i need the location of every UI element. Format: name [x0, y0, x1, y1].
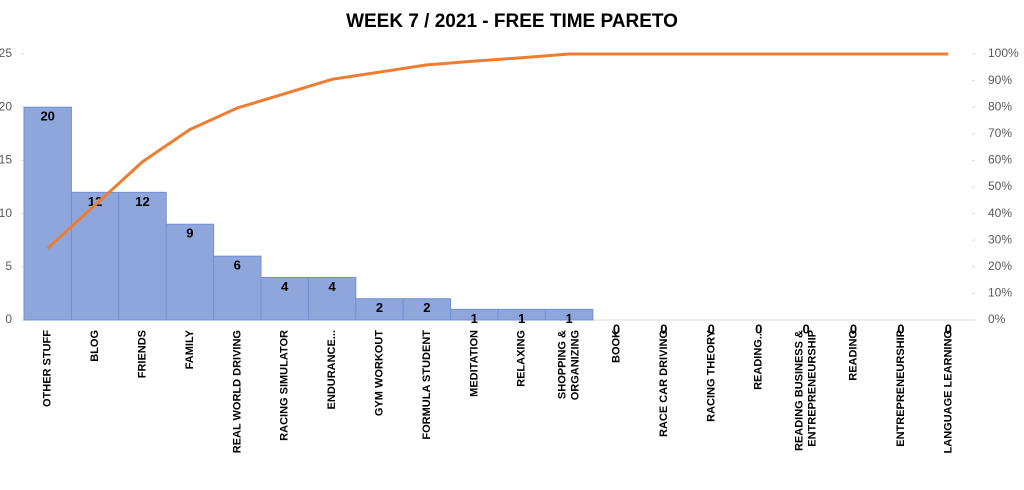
chart-title: WEEK 7 / 2021 - FREE TIME PARETO — [346, 11, 678, 32]
y-tick-label: 5 — [5, 259, 12, 273]
y2-tick-label: 20% — [988, 259, 1012, 273]
y2-tick-label: 30% — [988, 232, 1012, 246]
x-tick-label: GYM WORKOUT — [373, 330, 385, 416]
value-label: 0 — [897, 321, 904, 336]
x-tick-label: ENDURANCE... — [326, 330, 338, 409]
value-label: 9 — [186, 226, 193, 241]
y-tick-label: 0 — [5, 312, 12, 326]
x-tick-label: MEDITATION — [468, 330, 480, 397]
x-tick-label: LANGUAGE LEARNING — [942, 330, 954, 453]
bar — [118, 191, 167, 321]
y2-tick-label: 60% — [988, 153, 1012, 167]
x-tick-label: READING... — [753, 330, 765, 390]
x-tick-label: FAMILY — [184, 329, 196, 369]
value-label: 20 — [40, 109, 54, 124]
x-tick-label: ENTREPRENEURSHIP — [895, 330, 907, 447]
x-tick-label: READING — [847, 330, 859, 381]
value-label: 0 — [755, 321, 762, 336]
value-label: 1 — [518, 311, 525, 326]
value-label: 2 — [376, 300, 383, 315]
y-tick-label: 20 — [0, 99, 12, 113]
x-tick-label: RELAXING — [516, 330, 528, 387]
value-label: 0 — [802, 321, 809, 336]
x-tick-label: FRIENDS — [136, 330, 148, 378]
value-label: 4 — [328, 279, 336, 294]
value-label: 6 — [234, 258, 241, 273]
bar — [213, 255, 262, 321]
value-label: 12 — [135, 194, 149, 209]
y2-tick-label: 10% — [988, 286, 1012, 300]
y2-tick-label: 50% — [988, 179, 1012, 193]
x-tick-label: FORMULA STUDENT — [421, 330, 433, 440]
value-label: 0 — [945, 321, 952, 336]
x-tick-label: OTHER STUFF — [42, 330, 54, 407]
y-tick-label: 10 — [0, 206, 12, 220]
y2-tick-label: 80% — [988, 99, 1012, 113]
y2-tick-label: 70% — [988, 126, 1012, 140]
x-tick-label: RACE CAR DRIVING — [658, 330, 670, 437]
y-tick-label: 15 — [0, 153, 12, 167]
x-tick-label: SHOPPING &ORGANIZING — [557, 330, 582, 400]
value-label: 12 — [88, 194, 102, 209]
value-label: 1 — [565, 311, 572, 326]
y2-tick-label: 90% — [988, 73, 1012, 87]
bar — [70, 191, 120, 321]
x-tick-label: BOOK — [610, 330, 622, 363]
value-label: 4 — [281, 279, 289, 294]
y-tick-label: 25 — [0, 46, 12, 60]
value-label: 2 — [423, 300, 430, 315]
y2-tick-label: 100% — [988, 46, 1019, 60]
x-tick-label: REAL WORLD DRIVING — [231, 330, 243, 453]
value-label: 0 — [613, 321, 620, 336]
bar — [544, 308, 594, 321]
value-label: 0 — [850, 321, 857, 336]
bar — [23, 106, 72, 321]
value-label: 0 — [708, 321, 715, 336]
x-tick-label: RACING THEORY — [705, 329, 717, 422]
bar — [165, 223, 215, 321]
value-label: 1 — [471, 311, 478, 326]
y2-tick-label: 0% — [988, 312, 1006, 326]
value-label: 0 — [660, 321, 667, 336]
x-tick-label: RACING SIMULATOR — [279, 330, 291, 441]
y2-tick-label: 40% — [988, 206, 1012, 220]
x-tick-label: READING BUSINESS &ENTREPRENEURSHIP — [794, 330, 819, 451]
x-tick-label: BLOG — [89, 330, 101, 362]
cumulative-line — [46, 52, 949, 250]
